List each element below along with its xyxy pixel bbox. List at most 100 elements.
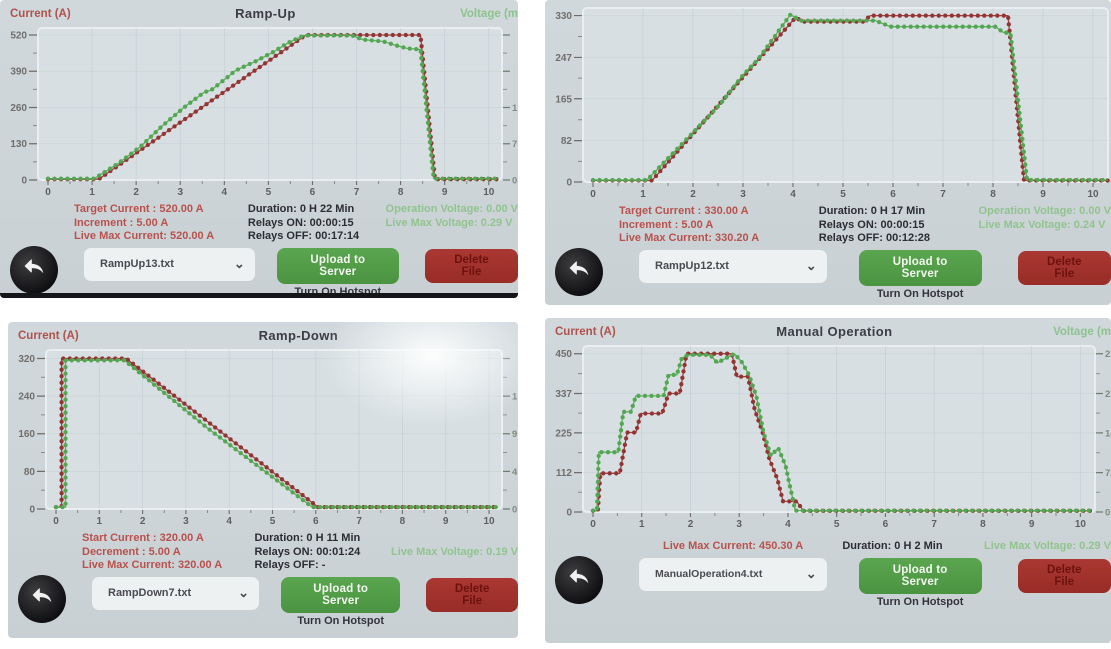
operation-voltage-value: Operation Voltage: 0.00 V	[385, 203, 518, 215]
live-max-current-value: Live Max Current: 520.00 A	[74, 230, 215, 242]
live-max-voltage-value: Live Max Voltage: 0.19 V	[391, 545, 518, 558]
live-max-voltage-value: Live Max Voltage: 0.29 V	[984, 540, 1111, 552]
svg-text:4: 4	[785, 519, 791, 530]
svg-text:520: 520	[10, 30, 27, 41]
svg-text:9: 9	[1040, 189, 1046, 200]
file-select[interactable]: ManualOperation4.txt ⌄	[639, 557, 827, 591]
turn-on-hotspot-button[interactable]: Turn On Hotspot	[876, 287, 964, 300]
decrement-value: Decrement : 5.00 A	[82, 545, 181, 558]
svg-text:7: 7	[931, 519, 937, 530]
file-select[interactable]: RampDown7.txt ⌄	[92, 576, 260, 610]
relays-on-value: Relays ON: 00:00:15	[247, 216, 354, 229]
current-axis-label: Current (A)	[555, 325, 616, 338]
svg-text:7: 7	[356, 516, 362, 527]
turn-on-hotspot-button[interactable]: Turn On Hotspot	[294, 285, 382, 298]
svg-text:9: 9	[512, 429, 517, 440]
svg-text:7: 7	[512, 139, 517, 150]
delete-file-button[interactable]: Delete File	[1017, 250, 1111, 285]
svg-text:0: 0	[45, 187, 51, 198]
controls-row: RampDown7.txt ⌄ Upload to Server Turn On…	[8, 574, 518, 627]
svg-text:2: 2	[133, 187, 139, 198]
svg-text:9: 9	[1029, 519, 1035, 530]
svg-text:8: 8	[990, 189, 996, 200]
turn-on-hotspot-button[interactable]: Turn On Hotspot	[876, 595, 964, 608]
voltage-axis-label: Voltage (m	[1053, 325, 1111, 338]
chevron-down-icon: ⌄	[238, 585, 250, 600]
svg-text:3: 3	[183, 516, 189, 527]
live-max-current-value: Live Max Current: 320.00 A	[82, 559, 223, 571]
svg-text:0: 0	[512, 176, 517, 187]
svg-text:112: 112	[556, 468, 573, 479]
controls-row: RampUp12.txt ⌄ Upload to Server Turn On …	[545, 247, 1111, 300]
back-button[interactable]	[555, 555, 603, 604]
target-current-value: Target Current : 520.00 A	[74, 203, 204, 215]
svg-text:6: 6	[883, 519, 889, 530]
delete-file-button[interactable]: Delete File	[426, 577, 518, 612]
delete-file-button[interactable]: Delete File	[424, 248, 518, 283]
chart-svg: 320 240 160 80 0 1 9 4 0 0 1 2 3 4 5 6 7 8 9 10	[18, 349, 518, 527]
live-max-current-value: Live Max Current: 450.30 A	[663, 540, 804, 552]
back-arrow-icon	[566, 256, 592, 287]
svg-text:4: 4	[222, 187, 228, 198]
svg-text:130: 130	[10, 139, 27, 150]
duration-value: Duration: 0 H 17 Min	[818, 205, 926, 217]
svg-text:6: 6	[313, 516, 319, 527]
file-select[interactable]: RampUp12.txt ⌄	[639, 249, 827, 283]
chart-header: Current (A) Manual Operation Voltage (m	[545, 318, 1111, 340]
svg-text:0: 0	[590, 189, 596, 200]
current-axis-label: Current (A)	[18, 329, 79, 342]
back-button[interactable]	[555, 247, 603, 296]
stats-row: Start Current : 320.00 A Decrement : 5.0…	[8, 532, 518, 573]
stats-row: Live Max Current: 450.30 A Duration: 0 H…	[545, 540, 1111, 554]
selected-file: ManualOperation4.txt	[655, 568, 763, 580]
duration-value: Duration: 0 H 2 Min	[842, 540, 943, 552]
relays-on-value: Relays ON: 00:00:15	[818, 218, 925, 231]
back-arrow-icon	[566, 564, 592, 595]
chart-svg: 330 247 165 82 0 0 1 2 3 4 5 6 7 8 9 10	[555, 7, 1110, 200]
back-arrow-icon	[21, 254, 47, 285]
svg-text:8: 8	[980, 519, 986, 530]
svg-text:10: 10	[483, 516, 495, 527]
svg-text:1: 1	[89, 187, 95, 198]
svg-text:160: 160	[18, 429, 35, 440]
svg-text:0: 0	[566, 178, 572, 189]
svg-text:9: 9	[442, 187, 448, 198]
svg-text:3: 3	[177, 187, 183, 198]
back-button[interactable]	[18, 574, 66, 623]
ramp-down-chart: 320 240 160 80 0 1 9 4 0 0 1 2 3 4 5 6 7 8 9 10	[8, 344, 518, 529]
svg-text:0: 0	[590, 519, 596, 530]
delete-file-button[interactable]: Delete File	[1017, 558, 1111, 593]
svg-text:165: 165	[555, 94, 572, 105]
voltage-axis-label: Voltage (m	[460, 7, 518, 20]
upload-to-server-button[interactable]: Upload to Server	[858, 249, 982, 286]
start-current-value: Start Current : 320.00 A	[82, 532, 204, 544]
svg-text:225: 225	[555, 428, 572, 439]
svg-text:8: 8	[400, 516, 406, 527]
page-title: Ramp-Up	[235, 6, 296, 21]
svg-text:10: 10	[1087, 189, 1099, 200]
back-button[interactable]	[10, 245, 58, 294]
panel-manual-operation: Current (A) Manual Operation Voltage (m …	[545, 318, 1111, 643]
file-select[interactable]: RampUp13.txt ⌄	[84, 247, 255, 281]
chart-header: Current (A) Ramp-Up Voltage (m	[0, 0, 518, 22]
svg-text:0: 0	[53, 516, 59, 527]
turn-on-hotspot-button[interactable]: Turn On Hotspot	[297, 614, 384, 627]
svg-text:4: 4	[790, 189, 796, 200]
svg-text:247: 247	[555, 53, 572, 64]
svg-text:2: 2	[690, 189, 696, 200]
svg-text:0: 0	[512, 505, 517, 516]
chart-svg: 520 390 260 130 0 1 7 0 0 1 2 3 4 5 6 7 8 9 10	[10, 27, 518, 198]
back-arrow-icon	[29, 583, 55, 614]
svg-text:7: 7	[940, 189, 946, 200]
relays-off-value: Relays OFF: 00:12:28	[818, 232, 931, 244]
upload-to-server-button[interactable]: Upload to Server	[281, 576, 401, 613]
svg-text:0: 0	[566, 508, 572, 519]
svg-text:1: 1	[97, 516, 103, 527]
upload-to-server-button[interactable]: Upload to Server	[276, 247, 399, 284]
selected-file: RampUp13.txt	[100, 258, 174, 270]
upload-to-server-button[interactable]: Upload to Server	[858, 557, 982, 594]
svg-text:1: 1	[640, 189, 646, 200]
controls-row: ManualOperation4.txt ⌄ Upload to Server …	[545, 555, 1111, 608]
svg-text:5: 5	[840, 189, 846, 200]
stats-row: Target Current : 330.00 A Increment : 5.…	[545, 205, 1111, 246]
